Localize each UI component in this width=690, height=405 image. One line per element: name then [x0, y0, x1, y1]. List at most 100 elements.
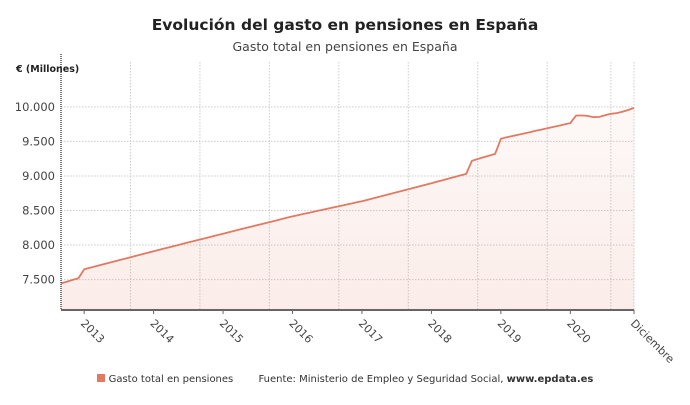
- data-point: [396, 192, 397, 193]
- data-point: [124, 258, 125, 259]
- data-point: [350, 203, 351, 204]
- data-point: [535, 130, 536, 131]
- data-point: [460, 175, 461, 176]
- data-point: [217, 235, 218, 236]
- y-tick-label: 8.500: [22, 204, 55, 218]
- data-point: [194, 240, 195, 241]
- data-point: [136, 255, 137, 256]
- data-point: [159, 249, 160, 250]
- data-point: [269, 222, 270, 223]
- series-area: [60, 107, 635, 311]
- data-point: [361, 201, 362, 202]
- data-point: [373, 198, 374, 199]
- data-point: [518, 134, 519, 135]
- data-point: [489, 155, 490, 156]
- x-tick-label: Diciembre: [628, 317, 677, 366]
- data-point: [303, 213, 304, 214]
- data-point: [379, 196, 380, 197]
- data-point: [604, 115, 605, 116]
- data-point: [471, 160, 472, 161]
- data-point: [211, 236, 212, 237]
- data-point: [251, 226, 252, 227]
- data-point: [419, 186, 420, 187]
- data-point: [466, 173, 467, 174]
- x-tick-label: 2016: [286, 317, 315, 346]
- data-point: [101, 264, 102, 265]
- legend: Gasto total en pensiones Fuente: Ministe…: [0, 374, 690, 385]
- data-point: [593, 117, 594, 118]
- x-tick-label: 2017: [356, 317, 385, 346]
- data-point: [338, 206, 339, 207]
- data-point: [500, 138, 501, 139]
- data-point: [89, 267, 90, 268]
- data-point: [437, 181, 438, 182]
- legend-swatch: [96, 374, 105, 382]
- data-point: [610, 113, 611, 114]
- x-tick-label: 2019: [495, 317, 524, 346]
- data-point: [95, 266, 96, 267]
- data-point: [628, 109, 629, 110]
- data-point: [107, 263, 108, 264]
- data-point: [72, 279, 73, 280]
- data-point: [257, 224, 258, 225]
- data-point: [587, 115, 588, 116]
- data-point: [523, 133, 524, 134]
- data-point: [246, 227, 247, 228]
- y-tick-label: 8.000: [22, 238, 55, 252]
- data-point: [576, 115, 577, 116]
- data-point: [327, 208, 328, 209]
- data-point: [633, 107, 634, 108]
- legend-label: Gasto total en pensiones: [108, 374, 234, 385]
- data-point: [118, 260, 119, 261]
- data-point: [512, 135, 513, 136]
- data-point: [442, 180, 443, 181]
- x-tick-label: 2015: [217, 317, 246, 346]
- data-point: [622, 111, 623, 112]
- data-point: [425, 184, 426, 185]
- data-point: [332, 207, 333, 208]
- data-point: [315, 211, 316, 212]
- y-axis-label: € (Millones): [16, 64, 80, 75]
- data-point: [130, 257, 131, 258]
- data-point: [552, 126, 553, 127]
- source-link[interactable]: www.epdata.es: [506, 374, 594, 385]
- data-point: [240, 229, 241, 230]
- series-line: [60, 107, 635, 285]
- y-tick-labels: 7.500 8.000 8.500 9.000 9.500 10.000: [15, 100, 55, 287]
- data-point: [506, 137, 507, 138]
- source-text: Fuente: Ministerio de Empleo y Seguridad…: [258, 374, 507, 385]
- data-point: [141, 254, 142, 255]
- data-point: [222, 233, 223, 234]
- x-tick-label: 2018: [425, 317, 454, 346]
- data-point: [228, 232, 229, 233]
- data-point: [309, 212, 310, 213]
- data-point: [280, 219, 281, 220]
- data-point: [344, 204, 345, 205]
- data-point: [529, 132, 530, 133]
- chart-subtitle: Gasto total en pensiones en España: [232, 39, 458, 54]
- data-point: [147, 252, 148, 253]
- data-point: [153, 251, 154, 252]
- data-point: [616, 112, 617, 113]
- data-point: [599, 116, 600, 117]
- data-point: [112, 261, 113, 262]
- x-tick-label: 2014: [147, 317, 176, 346]
- data-point: [477, 158, 478, 159]
- y-tick-label: 10.000: [15, 100, 55, 114]
- data-point: [170, 246, 171, 247]
- data-point: [483, 157, 484, 158]
- data-point: [564, 124, 565, 125]
- x-tick-label: 2020: [564, 317, 593, 346]
- data-point: [402, 190, 403, 191]
- data-point: [431, 183, 432, 184]
- data-point: [292, 216, 293, 217]
- data-point: [385, 195, 386, 196]
- data-point: [188, 242, 189, 243]
- data-point: [182, 243, 183, 244]
- y-tick-label: 9.000: [22, 169, 55, 183]
- data-point: [321, 209, 322, 210]
- data-point: [558, 125, 559, 126]
- data-point: [408, 189, 409, 190]
- data-point: [541, 129, 542, 130]
